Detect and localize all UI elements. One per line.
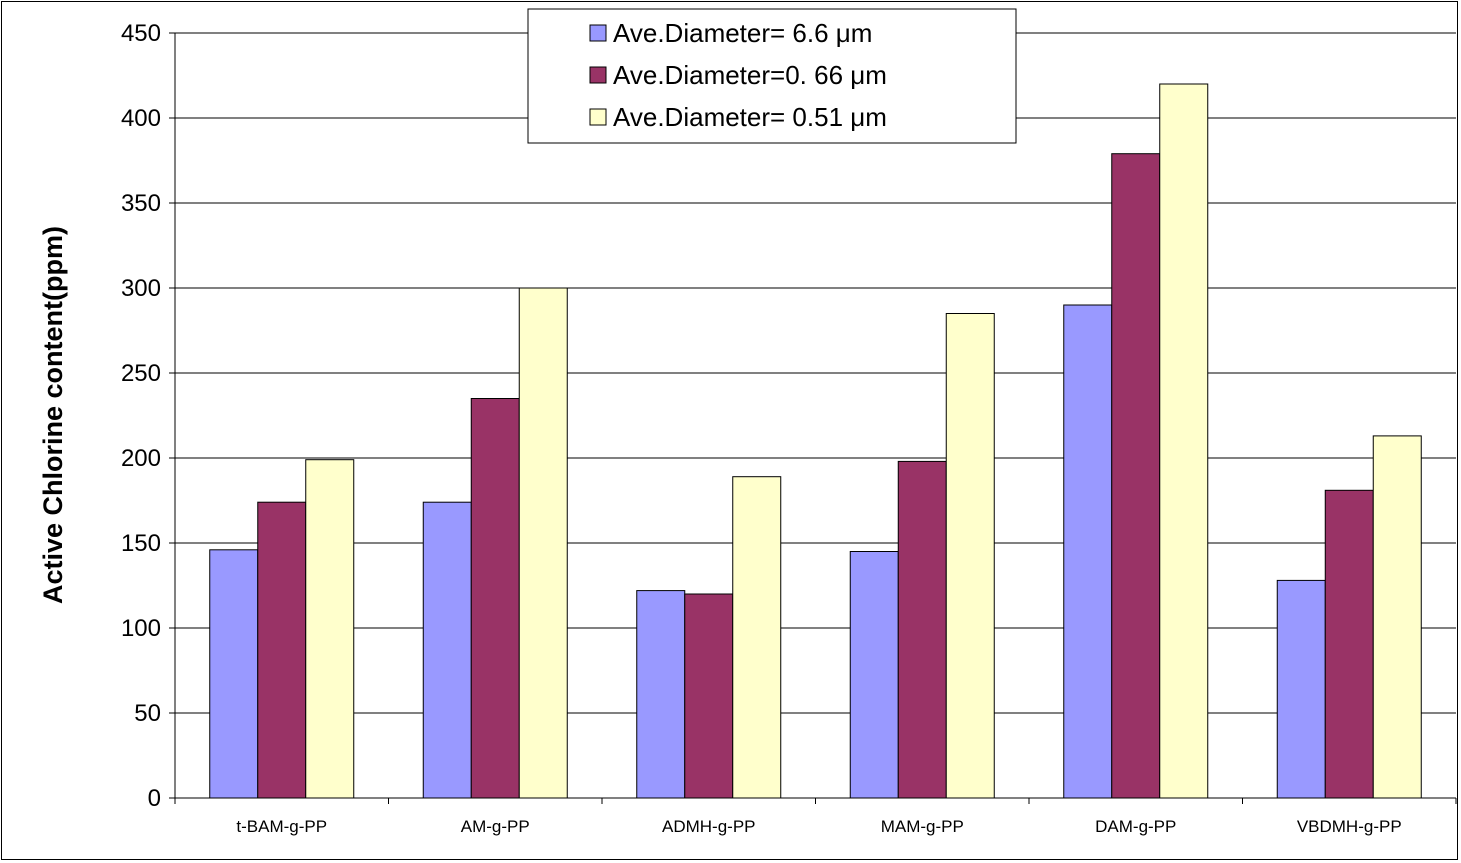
legend-swatch [589,66,607,84]
x-tick-label: DAM-g-PP [1095,817,1176,836]
y-tick-label: 450 [121,20,161,47]
y-tick-label: 250 [121,360,161,387]
legend: Ave.Diameter= 6.6 μm Ave.Diameter=0. 66 μ… [527,8,1017,144]
bar [1159,83,1209,799]
x-tick-label: MAM-g-PP [881,817,964,836]
legend-label: Ave.Diameter=0. 66 μm [613,60,887,90]
axes [169,32,1457,804]
y-tick-label: 350 [121,190,161,217]
bar [470,398,520,799]
legend-label: Ave.Diameter= 0.51 μm [613,102,887,132]
bar [1372,435,1422,799]
x-tick-label: AM-g-PP [461,817,530,836]
legend-swatch [589,24,607,42]
y-tick-label: 150 [121,530,161,557]
bar [849,551,899,799]
y-tick-label: 200 [121,445,161,472]
bar [636,590,686,799]
legend-label: Ave.Diameter= 6.6 μm [613,18,872,48]
bar [732,476,782,799]
bar [945,313,995,799]
legend-swatch [589,108,607,126]
bar [1276,579,1326,799]
y-tick-label: 100 [121,615,161,642]
bar [1111,153,1161,799]
bar [684,593,734,799]
x-tick-label: ADMH-g-PP [662,817,756,836]
y-tick-label: 0 [148,785,161,812]
bar [1063,304,1113,799]
bar [897,460,947,799]
legend-box [527,8,1017,144]
tick-labels: 0 50 100 150 200 250 300 350 400 450 t-BAM-g-PP AM-… [121,20,1402,836]
y-tick-label: 400 [121,105,161,132]
bars [209,83,1422,799]
y-axis-label: Active Chlorine content(ppm) [38,226,68,604]
x-tick-label: t-BAM-g-PP [236,817,327,836]
bar [1324,489,1374,799]
y-tick-label: 50 [134,700,161,727]
bar [209,549,259,799]
bar [518,287,568,799]
bar [422,501,472,799]
x-tick-label: VBDMH-g-PP [1297,817,1402,836]
bar [305,459,355,799]
y-tick-label: 300 [121,275,161,302]
bar [257,501,307,799]
